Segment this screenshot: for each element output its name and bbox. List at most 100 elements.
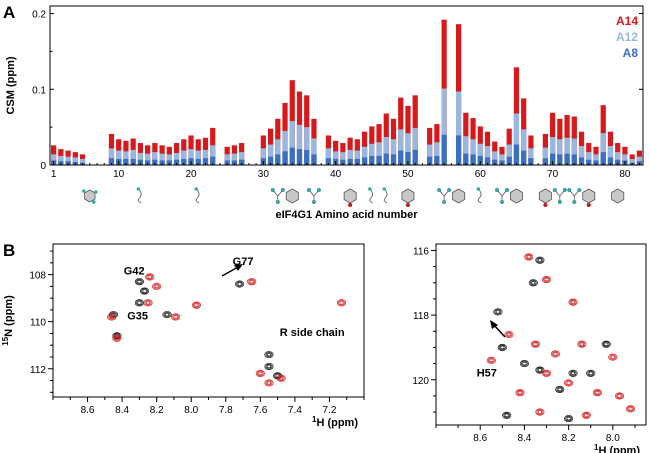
peak-label-r-side-chain: R side chain (280, 327, 345, 339)
peak-free-1 (140, 287, 150, 295)
y-tick-label: 0 (40, 161, 46, 172)
peak-bound-2 (143, 299, 153, 307)
bar-a12-res-37 (311, 138, 317, 165)
contour-ring (581, 411, 591, 419)
contour-ring (587, 370, 595, 376)
bar-a12-res-10 (116, 150, 122, 165)
contour-ring (152, 282, 162, 290)
bar-a8-res-43 (354, 158, 360, 165)
glycan-marker-chain-res-45 (368, 187, 373, 204)
bar-a8-res-12 (130, 158, 136, 165)
bar-a12-res-62 (492, 151, 498, 165)
peak-bound-10 (592, 389, 602, 397)
x-tick-label: 60 (475, 169, 487, 180)
bar-a12-res-23 (210, 145, 216, 165)
bar-a8-res-31 (267, 156, 274, 165)
x-axis-title-sup: 1 (312, 415, 317, 424)
peak-bound-10 (255, 369, 265, 378)
peak-free-3 (497, 343, 507, 351)
x-axis-title: 1H (ppm) (312, 415, 358, 429)
residue-dot-icon (500, 200, 504, 204)
contour-ring (525, 254, 533, 260)
contour-ring (602, 341, 610, 347)
peak-free-6 (555, 385, 565, 393)
contour-ring (601, 340, 611, 348)
contour-ring (543, 370, 550, 376)
bar-a8-res-77 (600, 152, 606, 165)
bar-a12-res-61 (484, 146, 491, 165)
contour-ring (570, 371, 576, 376)
contour-ring (564, 379, 574, 387)
x-tick-label: 7.2 (322, 405, 336, 416)
peak-bound-7 (608, 353, 618, 361)
contour-ring (614, 392, 625, 400)
contour-ring (147, 275, 152, 279)
bar-a12-res-74 (578, 146, 585, 165)
x-tick-label: 8.0 (606, 433, 620, 444)
contour-ring (143, 299, 153, 307)
peak-bound-16 (625, 405, 636, 413)
residue-dot-icon (93, 190, 98, 194)
glycan-marker-branched-res-71 (552, 188, 567, 204)
nmr-spectrum-right: 8.6 8.4 8.2 8.0 116 118 120 1H (ppm) H57 (412, 243, 647, 453)
contour-ring (536, 409, 544, 415)
contour-ring (266, 352, 272, 357)
contour-ring (487, 357, 495, 364)
bar-a12-res-9 (108, 148, 115, 165)
bar-a8-res-61 (484, 157, 491, 165)
contour-ring (556, 386, 564, 393)
bar-a8-res-70 (550, 153, 556, 165)
contour-ring (505, 331, 513, 338)
bar-a8-res-18 (173, 159, 180, 165)
glycan-marker-complex-res-6 (81, 189, 98, 204)
contour-ring (163, 311, 171, 318)
contour-ring (134, 278, 144, 286)
contour-ring (248, 279, 256, 285)
x-tick-label: 8.6 (81, 405, 95, 416)
peak-bound-1 (152, 282, 162, 290)
contour-ring (565, 380, 572, 386)
contour-ring (535, 366, 545, 374)
bar-a12-res-4 (72, 157, 78, 165)
contour-ring (236, 281, 243, 287)
bar-a8-res-46 (376, 155, 382, 165)
peak-free-1 (528, 279, 538, 287)
legend-entry-a8: A8 (623, 46, 639, 60)
contour-ring (595, 390, 600, 395)
contour-ring (566, 381, 571, 385)
contour-ring (521, 360, 528, 367)
contour-ring (265, 351, 273, 358)
contour-ring (493, 308, 503, 316)
bar-a12-res-41 (340, 152, 346, 165)
chain-icon (477, 188, 482, 204)
arrow-g77-head (234, 264, 243, 271)
hexagon-icon (611, 188, 625, 204)
peak-bound-6 (247, 278, 257, 286)
contour-ring (541, 369, 552, 377)
contour-ring (172, 314, 180, 320)
bar-a12-res-22 (202, 149, 209, 165)
bar-a8-res-37 (311, 154, 317, 165)
contour-ring (339, 301, 344, 305)
bar-a8-res-65 (513, 144, 520, 165)
contour-ring (265, 363, 273, 370)
contour-ring (506, 332, 512, 337)
bar-a12-res-49 (398, 129, 404, 165)
bar-a8-res-48 (390, 154, 397, 165)
bar-a12-res-67 (528, 148, 534, 165)
contour-ring (171, 313, 181, 321)
bar-a8-res-19 (181, 158, 187, 165)
y-tick-label: 120 (412, 376, 429, 387)
contour-ring (537, 368, 543, 372)
bar-a8-res-41 (340, 159, 346, 165)
peak-free-0 (134, 278, 144, 286)
bar-a12-res-77 (600, 133, 606, 165)
bar-a8-res-21 (195, 158, 201, 165)
peak-bound-1 (541, 276, 552, 284)
glycan-marker-branched-res-55 (437, 188, 452, 204)
chain-icon (195, 188, 200, 204)
contour-ring (503, 412, 511, 418)
contour-ring (162, 311, 172, 319)
bar-a12-res-79 (615, 152, 621, 165)
bar-a12-res-14 (145, 153, 151, 165)
